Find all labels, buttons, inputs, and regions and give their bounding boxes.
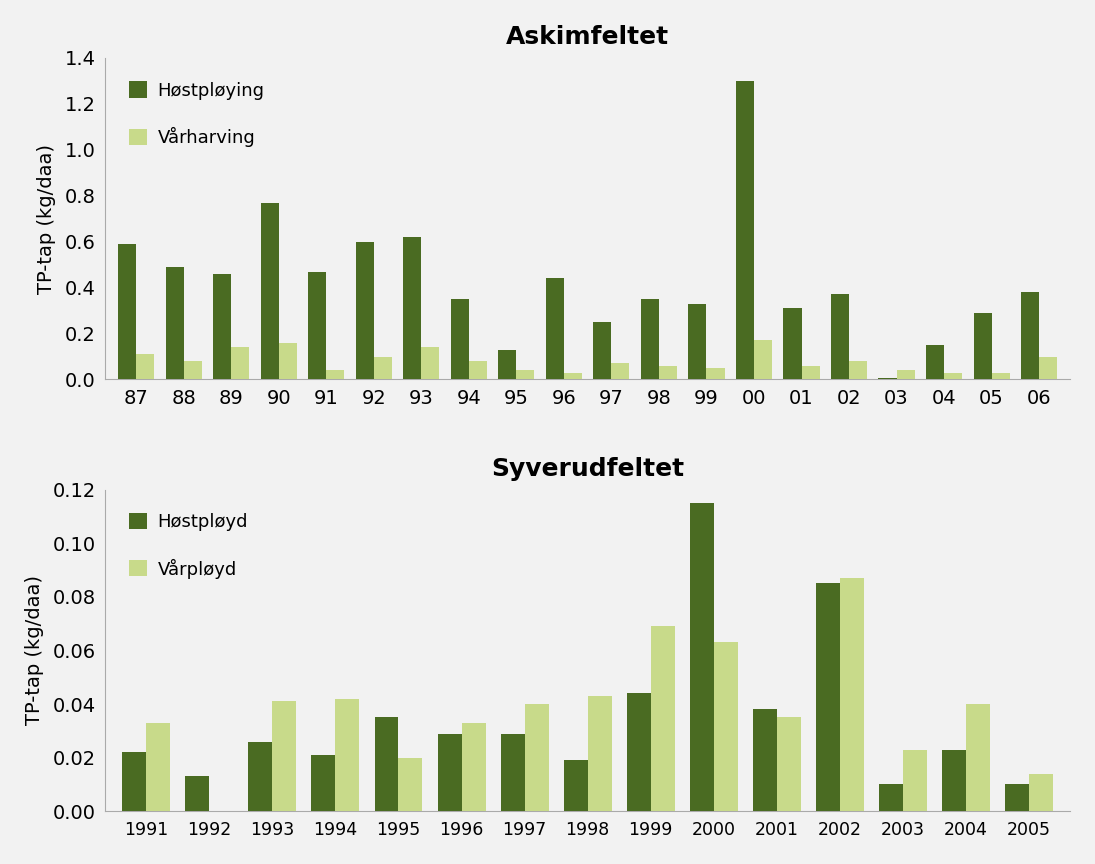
Bar [816, 583, 840, 811]
Bar [500, 734, 525, 811]
Bar [641, 299, 659, 379]
Bar [422, 347, 439, 379]
Bar [840, 578, 864, 811]
Bar [878, 378, 897, 379]
Bar [185, 777, 209, 811]
Legend: Høstpløying, Vårharving: Høstpløying, Vårharving [114, 67, 279, 162]
Title: Syverudfeltet: Syverudfeltet [491, 457, 684, 480]
Bar [335, 699, 359, 811]
Bar [517, 371, 534, 379]
Bar [165, 267, 184, 379]
Bar [403, 237, 422, 379]
Bar [754, 340, 772, 379]
Bar [214, 274, 231, 379]
Bar [849, 361, 867, 379]
Bar [659, 365, 677, 379]
Bar [498, 350, 517, 379]
Bar [588, 696, 612, 811]
Bar [564, 372, 581, 379]
Bar [944, 372, 963, 379]
Bar [261, 202, 279, 379]
Bar [545, 278, 564, 379]
Bar [802, 365, 819, 379]
Bar [1029, 774, 1053, 811]
Bar [593, 322, 611, 379]
Bar [118, 244, 136, 379]
Bar [1005, 785, 1029, 811]
Bar [564, 760, 588, 811]
Bar [374, 717, 399, 811]
Bar [451, 299, 469, 379]
Bar [753, 709, 776, 811]
Bar [714, 643, 738, 811]
Bar [136, 354, 154, 379]
Bar [611, 364, 630, 379]
Bar [966, 704, 990, 811]
Legend: Høstpløyd, Vårpløyd: Høstpløyd, Vårpløyd [114, 499, 263, 593]
Bar [973, 313, 992, 379]
Bar [279, 343, 297, 379]
Bar [273, 702, 297, 811]
Bar [736, 81, 754, 379]
Bar [1021, 292, 1039, 379]
Bar [326, 371, 344, 379]
Bar [1039, 357, 1057, 379]
Bar [690, 503, 714, 811]
Bar [626, 694, 650, 811]
Bar [399, 758, 423, 811]
Bar [311, 755, 335, 811]
Bar [992, 372, 1010, 379]
Y-axis label: TP-tap (kg/daa): TP-tap (kg/daa) [25, 575, 44, 726]
Y-axis label: TP-tap (kg/daa): TP-tap (kg/daa) [37, 143, 56, 294]
Bar [650, 626, 675, 811]
Bar [147, 723, 170, 811]
Title: Askimfeltet: Askimfeltet [506, 25, 669, 49]
Bar [462, 723, 485, 811]
Bar [942, 750, 966, 811]
Bar [831, 295, 849, 379]
Bar [469, 361, 487, 379]
Bar [897, 371, 914, 379]
Bar [525, 704, 549, 811]
Bar [231, 347, 250, 379]
Bar [776, 717, 800, 811]
Bar [373, 357, 392, 379]
Bar [123, 753, 147, 811]
Bar [926, 345, 944, 379]
Bar [356, 242, 373, 379]
Bar [438, 734, 462, 811]
Bar [689, 303, 706, 379]
Bar [706, 368, 725, 379]
Bar [783, 308, 802, 379]
Bar [184, 361, 201, 379]
Bar [879, 785, 903, 811]
Bar [249, 741, 273, 811]
Bar [903, 750, 926, 811]
Bar [308, 271, 326, 379]
